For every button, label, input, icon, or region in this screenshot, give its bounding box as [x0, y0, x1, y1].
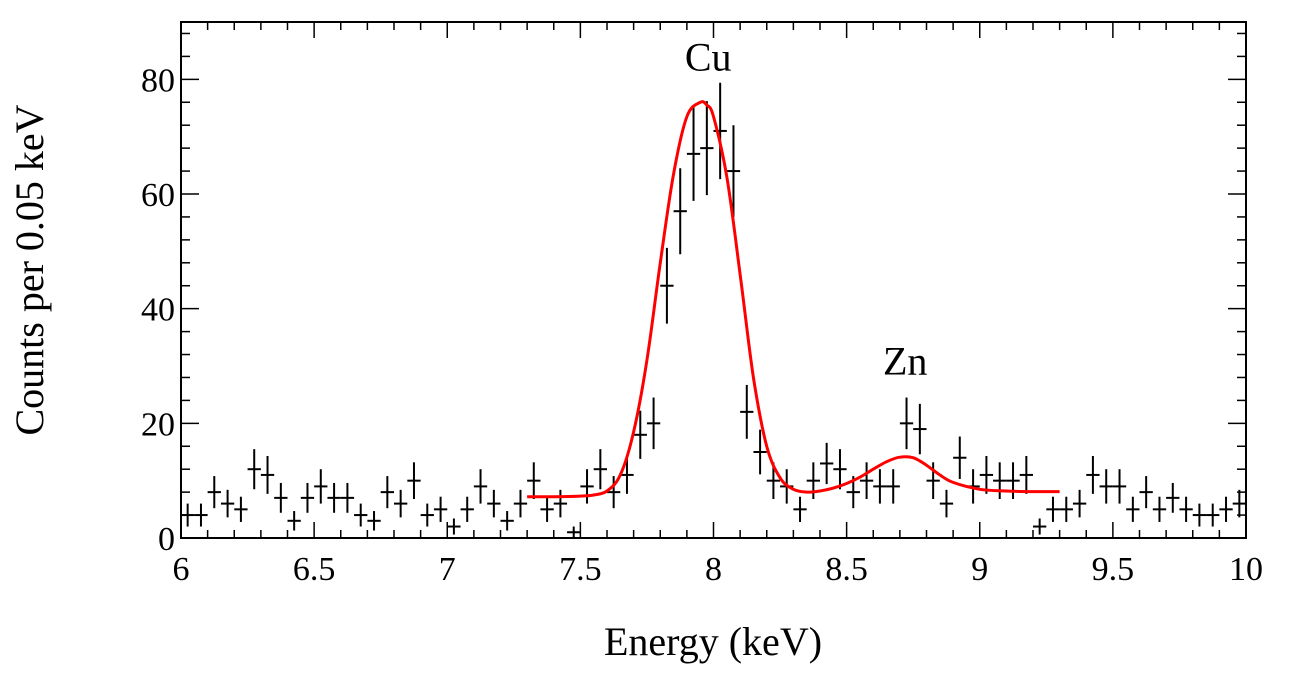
data-point: [686, 106, 701, 201]
data-point: [820, 442, 834, 485]
data-point: [433, 496, 448, 522]
data-point: [1152, 496, 1167, 522]
data-point: [939, 489, 954, 518]
data-point: [1033, 518, 1047, 535]
x-tick-label: 9.5: [1092, 551, 1135, 588]
data-point: [527, 462, 541, 500]
x-tick-label: 8.5: [825, 551, 868, 588]
annotation-zn: Zn: [883, 338, 927, 383]
data-point: [1112, 469, 1127, 504]
y-tick-label: 20: [141, 406, 175, 443]
data-point: [660, 247, 674, 324]
x-tick-labels: 6 6.5 7 7.5 8 8.5 9 9.5 10: [173, 551, 1264, 588]
data-point: [580, 469, 594, 504]
data-point: [340, 482, 355, 513]
data-point: [327, 482, 341, 513]
data-point: [181, 503, 195, 527]
data-point: [633, 410, 647, 459]
data-point: [247, 449, 261, 490]
data-point: [460, 496, 474, 522]
data-point: [1179, 496, 1193, 522]
data-point: [607, 476, 621, 509]
data-point: [380, 476, 394, 509]
data-point: [753, 429, 767, 475]
data-point: [1166, 482, 1180, 513]
data-point: [367, 511, 381, 531]
x-tick-label: 7.5: [559, 551, 602, 588]
data-point: [593, 449, 607, 490]
data-point: [220, 489, 235, 518]
data-point: [394, 489, 408, 518]
data-point: [993, 462, 1007, 500]
data-point: [859, 462, 874, 500]
data-point: [899, 397, 914, 450]
data-point: [953, 436, 967, 479]
data-point: [513, 489, 528, 518]
data-point: [1126, 496, 1140, 522]
annotation-cu: Cu: [685, 34, 732, 79]
data-point: [700, 101, 714, 196]
data-point: [540, 496, 554, 522]
data-point: [194, 503, 208, 527]
data-point: [314, 469, 328, 504]
data-point: [1099, 469, 1113, 504]
plot-frame: [180, 21, 1247, 539]
data-point: [1206, 503, 1220, 527]
y-tick-labels: 0 20 40 60 80: [141, 62, 175, 558]
data-point: [793, 496, 807, 522]
data-point: [886, 469, 900, 504]
data-point: [207, 476, 221, 509]
data-point: [260, 456, 275, 494]
data-point: [553, 489, 568, 518]
x-tick-label: 6.5: [293, 551, 336, 588]
data-point: [287, 511, 301, 531]
data-point: [1019, 456, 1033, 494]
data-point: [500, 511, 514, 531]
data-point: [979, 456, 994, 494]
data-point: [1086, 456, 1100, 494]
axis-ticks: [180, 22, 1247, 539]
x-tick-label: 6: [173, 551, 190, 588]
data-point: [1059, 496, 1073, 522]
data-point: [300, 482, 315, 513]
data-points: [181, 82, 1246, 538]
y-tick-label: 60: [141, 177, 175, 214]
x-tick-label: 10: [1229, 551, 1263, 588]
data-point: [420, 503, 434, 527]
data-point: [234, 496, 248, 522]
data-point: [1139, 476, 1153, 509]
x-axis-title: Energy (keV): [604, 619, 822, 664]
y-axis-title: Counts per 0.05 keV: [7, 104, 52, 435]
y-tick-label: 80: [141, 62, 175, 99]
data-point: [487, 489, 501, 518]
data-point: [1006, 462, 1020, 500]
data-point: [447, 518, 461, 535]
x-tick-label: 7: [439, 551, 456, 588]
data-point: [354, 503, 368, 527]
data-point: [567, 526, 581, 538]
x-tick-label: 9: [971, 551, 988, 588]
data-point: [913, 403, 927, 455]
data-point: [473, 469, 488, 504]
y-tick-label: 0: [158, 521, 175, 558]
data-point: [620, 456, 634, 494]
data-point: [1219, 496, 1233, 522]
data-point: [407, 462, 421, 500]
data-point: [1232, 489, 1246, 518]
data-point: [673, 168, 687, 255]
data-point: [726, 125, 741, 217]
y-tick-label: 40: [141, 292, 175, 329]
fit-curve: [527, 100, 1060, 499]
data-point: [833, 449, 847, 490]
data-point: [713, 82, 727, 180]
data-point: [1046, 496, 1060, 522]
data-point: [873, 469, 887, 504]
data-point: [1192, 503, 1207, 527]
data-point: [646, 397, 661, 450]
data-point: [740, 384, 754, 439]
data-point: [274, 482, 288, 513]
x-tick-label: 8: [705, 551, 722, 588]
data-point: [1072, 489, 1087, 518]
